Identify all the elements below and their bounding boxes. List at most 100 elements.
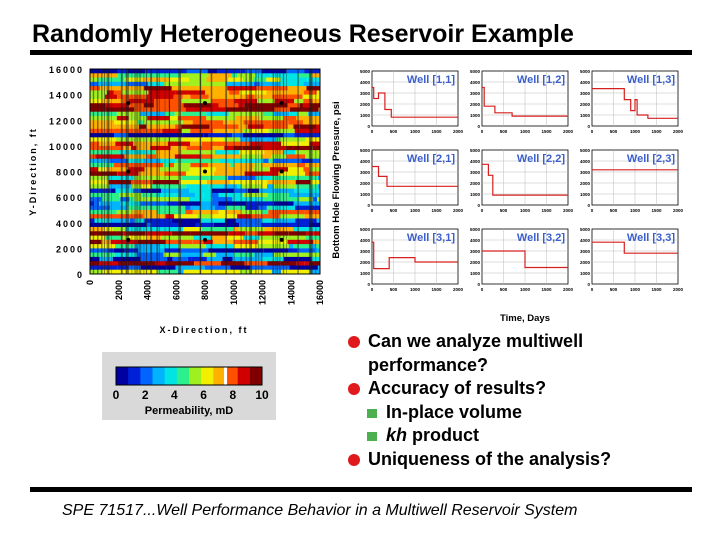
heatmap-cell bbox=[209, 175, 229, 181]
x-tick-label: 500 bbox=[390, 287, 398, 292]
heatmap-cell bbox=[309, 167, 320, 172]
heatmap-cell bbox=[283, 133, 295, 138]
heatmap-cell bbox=[122, 158, 129, 164]
heatmap-cell bbox=[274, 107, 290, 113]
colorbar-segment bbox=[218, 367, 222, 385]
heatmap-cell bbox=[185, 107, 205, 113]
y-tick-label: 2000 bbox=[580, 181, 591, 186]
heatmap-cell bbox=[256, 86, 279, 91]
heatmap-cell bbox=[166, 265, 176, 271]
heatmap-cell bbox=[262, 184, 267, 189]
heatmap-cell bbox=[181, 175, 210, 181]
heatmap-cell bbox=[263, 111, 274, 117]
heatmap-cell bbox=[101, 98, 123, 104]
colorbar-segment bbox=[118, 367, 122, 385]
heatmap-cell bbox=[222, 256, 233, 262]
heatmap-cell bbox=[108, 184, 117, 189]
heatmap-cell bbox=[90, 205, 110, 211]
title-rule bbox=[30, 50, 692, 55]
colorbar-segment bbox=[186, 367, 190, 385]
heatmap-cell bbox=[179, 201, 201, 207]
y-tick-label: 4000 bbox=[56, 219, 84, 229]
colorbar-tick-label: 4 bbox=[171, 388, 178, 402]
heatmap-cell bbox=[203, 137, 225, 142]
colorbar-segment bbox=[150, 367, 153, 385]
heatmap-cell bbox=[278, 171, 305, 177]
heatmap-cell bbox=[164, 248, 181, 254]
heatmap-cell bbox=[200, 218, 211, 224]
heatmap-cell bbox=[232, 256, 262, 262]
heatmap-cell bbox=[233, 227, 239, 232]
heatmap-cell bbox=[190, 141, 202, 147]
pressure-curve bbox=[482, 163, 568, 196]
heatmap-cell bbox=[113, 248, 125, 254]
heatmap-cell bbox=[191, 256, 207, 262]
pressure-curve bbox=[592, 241, 678, 254]
heatmap-cell bbox=[212, 192, 219, 198]
heatmap-cell bbox=[110, 205, 128, 211]
series-label: Well [2,1] bbox=[407, 153, 455, 165]
heatmap-cell bbox=[308, 261, 320, 266]
heatmap-cell bbox=[240, 69, 246, 74]
colorbar-tick-label: 6 bbox=[200, 388, 207, 402]
heatmap-cell bbox=[171, 175, 182, 181]
heatmap-cell bbox=[242, 77, 254, 83]
heatmap-cell bbox=[206, 256, 223, 262]
heatmap-cell bbox=[90, 231, 101, 236]
y-tick-label: 5000 bbox=[470, 148, 481, 153]
heatmap-cell bbox=[232, 197, 246, 202]
y-tick-label: 5000 bbox=[470, 69, 481, 74]
heatmap-cell bbox=[117, 265, 129, 271]
heatmap-cell bbox=[254, 94, 273, 100]
heatmap-cell bbox=[183, 120, 193, 125]
heatmap-cell bbox=[193, 235, 212, 241]
heatmap-cell bbox=[174, 111, 182, 117]
heatmap-cell bbox=[271, 269, 282, 275]
y-tick-label: 2000 bbox=[470, 181, 481, 186]
heatmap-cell bbox=[128, 98, 155, 104]
heatmap-cell bbox=[225, 81, 250, 87]
well-marker bbox=[126, 169, 131, 174]
y-tick-label: 5000 bbox=[580, 69, 591, 74]
heatmap-cell bbox=[94, 171, 118, 177]
heatmap-cell bbox=[303, 167, 310, 172]
heatmap-cell bbox=[110, 158, 123, 164]
heatmap-cell bbox=[312, 158, 320, 164]
heatmap-cell bbox=[190, 231, 207, 236]
colorbar-segment bbox=[184, 367, 187, 385]
x-tick-label: 1000 bbox=[630, 287, 641, 292]
x-tick-label: 1500 bbox=[541, 208, 552, 213]
x-tick-label: 500 bbox=[500, 208, 508, 213]
heatmap-cell bbox=[110, 188, 116, 194]
well-panel: 0 1000 2000 3000 4000 5000 0 500 1000 1500 2000 Wel… bbox=[360, 148, 464, 213]
colorbar-segment bbox=[237, 367, 241, 385]
heatmap-cell bbox=[283, 150, 296, 155]
heatmap-cell bbox=[233, 244, 258, 249]
heatmap-cell bbox=[162, 128, 182, 134]
colorbar-segment bbox=[181, 367, 185, 385]
colorbar-segment bbox=[208, 367, 212, 385]
heatmap-cell bbox=[280, 77, 308, 83]
heatmap-cell bbox=[287, 86, 307, 91]
heatmap-cell bbox=[207, 231, 229, 236]
heatmap-cell bbox=[160, 167, 182, 172]
heatmap-cell bbox=[206, 111, 229, 117]
heatmap-cell bbox=[152, 180, 179, 185]
heatmap-cell bbox=[161, 188, 190, 194]
series-label: Well [3,3] bbox=[627, 232, 675, 244]
heatmap-cell bbox=[291, 180, 296, 185]
footer-rule bbox=[30, 487, 692, 492]
heatmap-cell bbox=[183, 227, 202, 232]
x-tick-label: 2000 bbox=[114, 280, 124, 300]
heatmap-cell bbox=[155, 248, 165, 254]
heatmap-cell bbox=[286, 154, 306, 160]
heatmap-cell bbox=[167, 201, 180, 207]
heatmap-cell bbox=[301, 158, 313, 164]
heatmap-cell bbox=[94, 218, 111, 224]
heatmap-cell bbox=[178, 244, 207, 249]
permeability-map: 0 2000 4000 6000 8000 10000 12000 14000 16000 0 20… bbox=[28, 65, 325, 335]
heatmap-cell bbox=[306, 86, 320, 91]
heatmap-cell bbox=[107, 90, 114, 96]
heatmap-cell bbox=[244, 111, 263, 117]
